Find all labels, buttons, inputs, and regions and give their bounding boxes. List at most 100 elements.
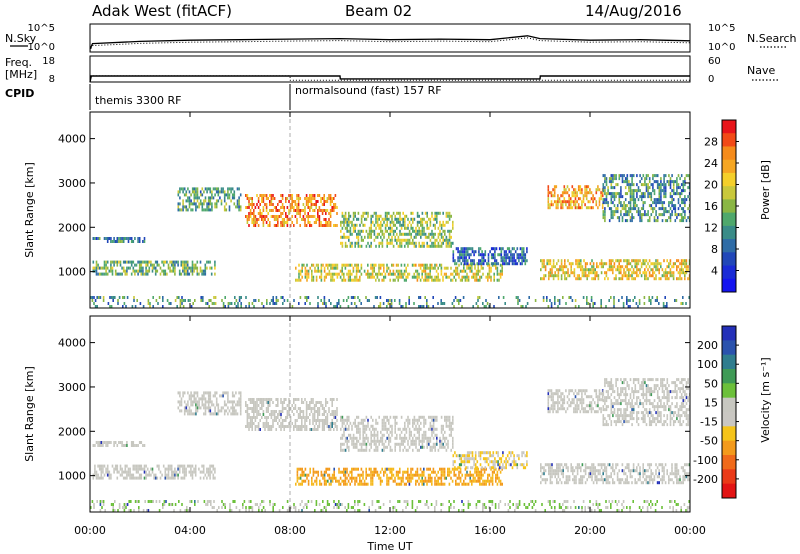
heatmap-cell [291, 194, 293, 197]
heatmap-cell [111, 260, 114, 264]
heatmap-cell [389, 467, 391, 471]
heatmap-cell [370, 223, 372, 227]
heatmap-cell [403, 278, 406, 282]
heatmap-cell [618, 265, 620, 269]
heatmap-cell [315, 278, 318, 282]
heatmap-cell [272, 197, 274, 200]
heatmap-cell [394, 442, 396, 446]
heatmap-cell [688, 296, 690, 299]
heatmap-cell [631, 213, 633, 217]
heatmap-cell [399, 427, 401, 431]
heatmap-cell [110, 305, 113, 308]
heatmap-cell [423, 470, 425, 474]
heatmap-cell [439, 238, 441, 242]
heatmap-cell [341, 220, 344, 224]
heatmap-cell [326, 197, 329, 200]
heatmap-cell [487, 278, 489, 282]
heatmap-cell [185, 260, 187, 264]
heatmap-cell [565, 302, 567, 305]
heatmap-cell [215, 202, 218, 206]
heatmap-cell [239, 205, 242, 209]
heatmap-cell [325, 470, 327, 474]
heatmap-cell [502, 454, 504, 458]
heatmap-cell [407, 448, 409, 452]
heatmap-cell [281, 221, 284, 224]
heatmap-cell [682, 302, 684, 305]
heatmap-cell [569, 197, 572, 201]
heatmap-cell [432, 241, 435, 245]
heatmap-cell [108, 441, 111, 444]
heatmap-cell [204, 409, 207, 413]
heatmap-cell [456, 272, 459, 276]
heatmap-cell [608, 259, 611, 263]
heatmap-cell [410, 467, 412, 471]
heatmap-cell [164, 470, 167, 474]
heatmap-cell [261, 302, 263, 305]
heatmap-cell [383, 275, 385, 279]
heatmap-cell [261, 407, 263, 410]
heatmap-cell [375, 235, 377, 239]
heatmap-cell [416, 418, 419, 422]
heatmap-cell [182, 470, 184, 474]
heatmap-cell [549, 268, 552, 272]
nave-series-line [90, 75, 690, 81]
heatmap-cell [440, 445, 443, 449]
heatmap-cell [281, 203, 284, 206]
heatmap-cell [553, 191, 556, 195]
heatmap-cell [399, 445, 401, 449]
heatmap-cell [313, 410, 316, 413]
heatmap-cell [470, 262, 472, 266]
heatmap-cell [262, 425, 265, 428]
heatmap-cell [198, 467, 200, 471]
heatmap-cell [647, 195, 649, 199]
heatmap-cell [126, 260, 128, 264]
heatmap-cell [336, 479, 339, 483]
heatmap-cell [391, 424, 393, 428]
heatmap-cell [652, 207, 654, 211]
heatmap-cell [450, 424, 452, 428]
heatmap-cell [666, 219, 669, 223]
heatmap-cell [405, 238, 408, 242]
heatmap-cell [418, 241, 420, 245]
heatmap-cell [94, 237, 96, 240]
heatmap-cell [473, 463, 475, 467]
heatmap-cell [465, 259, 467, 263]
heatmap-cell [343, 220, 345, 224]
heatmap-cell [389, 229, 392, 233]
heatmap-cell [494, 250, 496, 254]
heatmap-cell [182, 260, 184, 264]
heatmap-cell [225, 193, 228, 197]
heatmap-cell [640, 274, 643, 278]
heatmap-cell [370, 473, 372, 477]
heatmap-cell [348, 418, 350, 422]
heatmap-cell [273, 416, 276, 419]
heatmap-cell [220, 199, 223, 203]
heatmap-cell [336, 272, 339, 276]
heatmap-cell [488, 266, 491, 270]
heatmap-cell [582, 296, 585, 299]
heatmap-cell [553, 185, 556, 189]
heatmap-cell [420, 220, 422, 224]
heatmap-cell [658, 271, 660, 275]
heatmap-cell [365, 442, 368, 446]
heatmap-cell [301, 401, 303, 404]
heatmap-cell [235, 403, 237, 407]
heatmap-cell [325, 305, 327, 308]
heatmap-cell [395, 482, 398, 486]
heatmap-cell [443, 467, 446, 471]
heatmap-cell [372, 220, 374, 224]
heatmap-cell [262, 422, 265, 425]
heatmap-cell [666, 305, 668, 308]
heatmap-cell [193, 467, 195, 471]
heatmap-cell [420, 445, 422, 449]
heatmap-cell [373, 439, 376, 443]
heatmap-cell [222, 394, 224, 398]
heatmap-cell [191, 476, 194, 480]
heatmap-cell [423, 232, 425, 236]
heatmap-cell [167, 467, 170, 471]
heatmap-cell [421, 305, 423, 308]
heatmap-cell [434, 415, 436, 419]
heatmap-cell [418, 305, 420, 308]
heatmap-cell [214, 476, 216, 480]
heatmap-cell [248, 302, 250, 305]
